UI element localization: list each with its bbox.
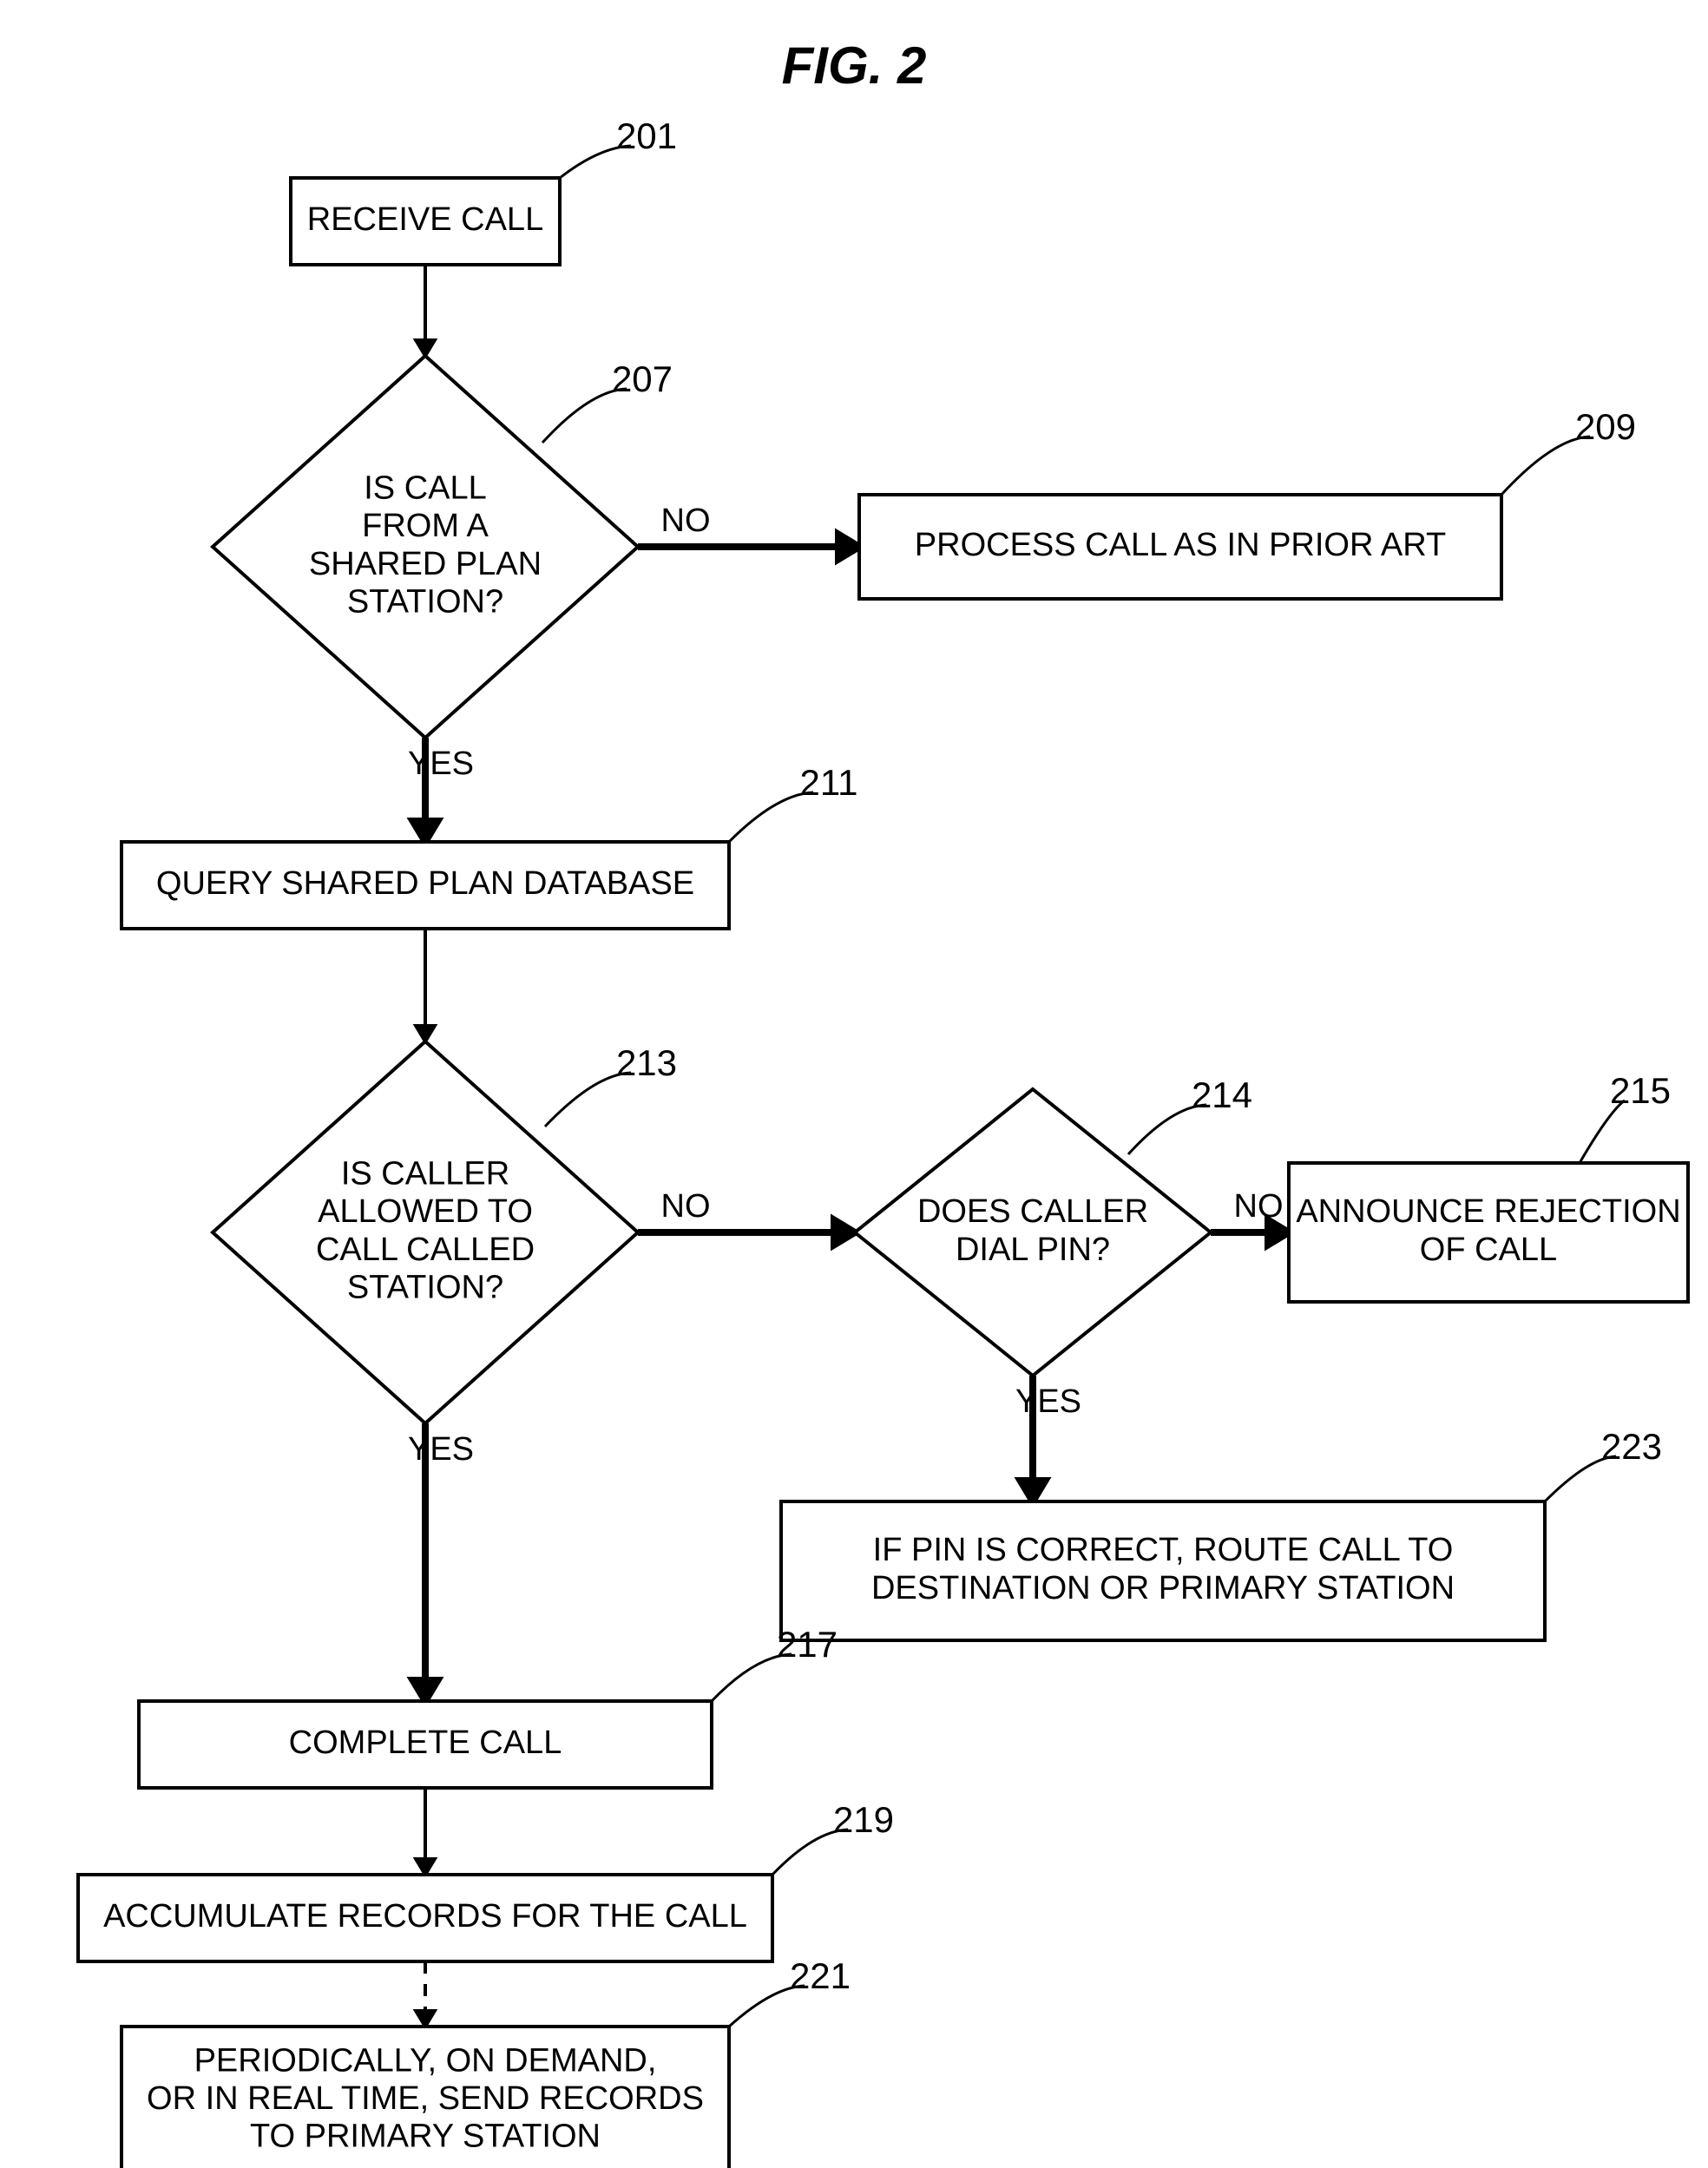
node-label: IS CALLER — [341, 1155, 509, 1192]
ref-number: 213 — [616, 1042, 677, 1083]
node-label: OF CALL — [1420, 1232, 1557, 1268]
edge-label: YES — [1015, 1383, 1081, 1420]
node-label: DESTINATION OR PRIMARY STATION — [871, 1570, 1455, 1606]
ref-number: 201 — [616, 115, 677, 156]
node-n223: IF PIN IS CORRECT, ROUTE CALL TODESTINAT… — [781, 1426, 1662, 1640]
node-label: STATION? — [347, 1270, 503, 1306]
node-label: CALL CALLED — [316, 1232, 535, 1268]
node-n217: COMPLETE CALL 217 — [139, 1624, 838, 1788]
node-n219: ACCUMULATE RECORDS FOR THE CALL 219 — [78, 1799, 894, 1961]
figure-title: FIG. 2 — [782, 36, 927, 95]
node-n209: PROCESS CALL AS IN PRIOR ART 209 — [859, 406, 1636, 599]
arrowhead — [413, 821, 438, 842]
arrowhead — [416, 1859, 435, 1875]
node-label: IF PIN IS CORRECT, ROUTE CALL TO — [873, 1532, 1454, 1568]
arrowhead — [416, 340, 435, 356]
node-n201: RECEIVE CALL 201 — [291, 115, 677, 265]
node-n211: QUERY SHARED PLAN DATABASE 211 — [122, 762, 857, 929]
node-label: SHARED PLAN — [309, 546, 542, 582]
ref-number: 221 — [790, 1955, 851, 1996]
node-label: ANNOUNCE REJECTION — [1296, 1193, 1680, 1230]
node-label: ALLOWED TO — [318, 1193, 533, 1230]
node-label: PERIODICALLY, ON DEMAND, — [194, 2042, 657, 2079]
ref-number: 223 — [1601, 1426, 1662, 1467]
node-label: DIAL PIN? — [956, 1232, 1110, 1268]
arrowhead — [416, 2011, 435, 2027]
ref-number: 214 — [1192, 1074, 1252, 1115]
edge-label: NO — [661, 503, 711, 539]
node-n213: IS CALLERALLOWED TOCALL CALLEDSTATION? 21… — [213, 1041, 677, 1423]
ref-number: 217 — [777, 1624, 838, 1665]
node-label: ACCUMULATE RECORDS FOR THE CALL — [103, 1898, 747, 1935]
edge-label: YES — [408, 1431, 474, 1468]
ref-number: 209 — [1575, 406, 1636, 447]
edge-label: NO — [1234, 1188, 1284, 1225]
edge-label: NO — [661, 1188, 711, 1225]
node-n221: PERIODICALLY, ON DEMAND,OR IN REAL TIME,… — [122, 1955, 851, 2168]
arrowhead — [413, 1680, 438, 1701]
node-n207: IS CALLFROM ASHARED PLANSTATION? 207 — [213, 356, 673, 738]
arrowhead — [1021, 1481, 1046, 1501]
edge-label: YES — [408, 746, 474, 782]
node-label: COMPLETE CALL — [289, 1725, 562, 1761]
node-label: IS CALL — [364, 470, 487, 506]
node-label: QUERY SHARED PLAN DATABASE — [156, 865, 694, 902]
arrowhead — [834, 1220, 855, 1245]
node-label: STATION? — [347, 584, 503, 621]
node-label: FROM A — [362, 508, 489, 544]
ref-number: 211 — [800, 762, 858, 803]
node-label: TO PRIMARY STATION — [250, 2119, 601, 2155]
node-label: OR IN REAL TIME, SEND RECORDS — [147, 2080, 704, 2117]
ref-number: 215 — [1610, 1070, 1671, 1111]
arrowhead — [838, 535, 859, 560]
arrowhead — [416, 1026, 435, 1041]
ref-number: 219 — [833, 1799, 894, 1840]
node-n215: ANNOUNCE REJECTIONOF CALL 215 — [1289, 1070, 1688, 1302]
node-label: PROCESS CALL AS IN PRIOR ART — [915, 527, 1446, 563]
node-label: DOES CALLER — [917, 1193, 1148, 1230]
ref-number: 207 — [612, 358, 673, 399]
node-label: RECEIVE CALL — [307, 201, 543, 238]
node-n214: DOES CALLERDIAL PIN? 214 — [855, 1074, 1252, 1376]
